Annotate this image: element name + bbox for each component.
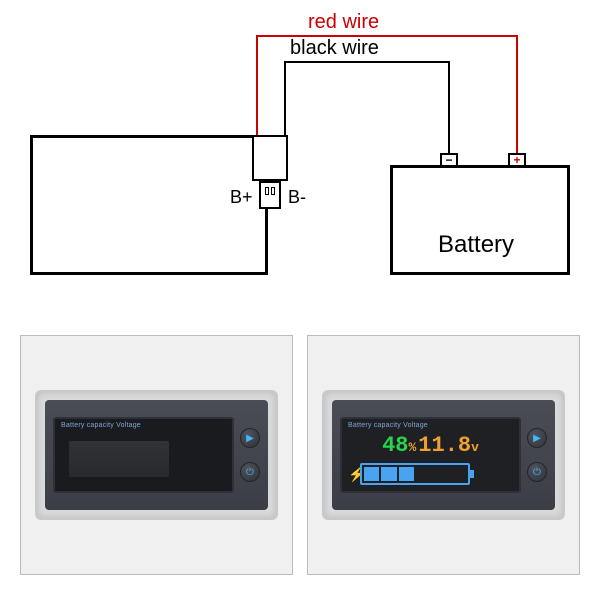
bar-seg: [381, 467, 396, 481]
voltage-value: 11.8: [418, 433, 471, 458]
battery-neg-terminal: −: [440, 153, 458, 167]
lcd-title-text: Battery capacity Voltage: [61, 422, 141, 429]
b-minus-label: B-: [288, 187, 306, 208]
power-icon: ⏻: [533, 467, 541, 478]
lcd-readout: 48%11.8v: [342, 433, 519, 458]
connector-body: [252, 135, 288, 181]
battery-pos-terminal: +: [508, 153, 526, 167]
bar-seg: [399, 467, 414, 481]
power-icon: ⏻: [246, 467, 254, 478]
wiring-diagram: red wire black wire B+ B- − + Battery: [30, 35, 570, 295]
red-wire-label: red wire: [308, 11, 379, 34]
bar-seg: [433, 467, 448, 481]
black-wire-label: black wire: [290, 37, 379, 60]
connector-plug: [259, 181, 281, 209]
power-button[interactable]: ⏻: [240, 462, 260, 482]
black-wire-seg: [284, 61, 286, 135]
power-button[interactable]: ⏻: [527, 462, 547, 482]
battery-bar: [360, 463, 470, 485]
meter-bezel: Battery capacity Voltage ▶ ⏻: [45, 400, 268, 510]
percent-value: 48: [382, 433, 408, 458]
battery-label: Battery: [438, 231, 514, 259]
red-wire-seg: [256, 35, 518, 37]
play-icon: ▶: [533, 433, 541, 444]
lcd-on: Battery capacity Voltage 48%11.8v ⚡: [340, 417, 521, 493]
meter-photo-off: Battery capacity Voltage ▶ ⏻: [20, 335, 293, 575]
percent-unit: %: [408, 440, 416, 455]
meter-housing: Battery capacity Voltage ▶ ⏻: [35, 390, 278, 520]
product-photos: Battery capacity Voltage ▶ ⏻ Battery cap…: [20, 335, 580, 575]
voltage-unit: v: [471, 440, 479, 455]
bar-seg: [416, 467, 431, 481]
bar-seg: [451, 467, 466, 481]
meter-housing: Battery capacity Voltage 48%11.8v ⚡: [322, 390, 565, 520]
black-wire-seg: [284, 61, 450, 63]
b-plus-label: B+: [230, 187, 253, 208]
bar-seg: [364, 467, 379, 481]
lcd-title-text: Battery capacity Voltage: [348, 422, 428, 429]
play-button[interactable]: ▶: [527, 428, 547, 448]
red-wire-seg: [516, 35, 518, 153]
black-wire-seg: [448, 61, 450, 153]
play-button[interactable]: ▶: [240, 428, 260, 448]
red-wire-seg: [256, 35, 258, 135]
meter-bezel: Battery capacity Voltage 48%11.8v ⚡: [332, 400, 555, 510]
lcd-off: Battery capacity Voltage: [53, 417, 234, 493]
meter-photo-on: Battery capacity Voltage 48%11.8v ⚡: [307, 335, 580, 575]
play-icon: ▶: [246, 433, 254, 444]
